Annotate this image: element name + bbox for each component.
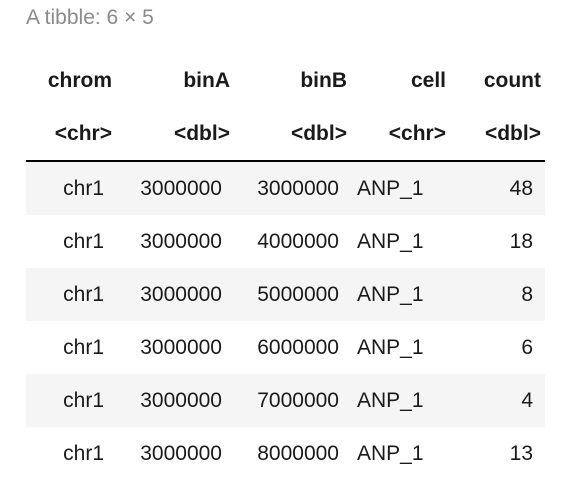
- column-header-cell: cell: [410, 68, 446, 92]
- column-header-binB: binB: [300, 68, 347, 92]
- cell-binB: 4000000: [257, 229, 339, 253]
- table-row: chr1 3000000 3000000 ANP_1 48: [26, 161, 545, 215]
- cell-binA: 3000000: [116, 374, 234, 427]
- column-type-count: <dbl>: [450, 107, 545, 162]
- cell-chrom: chr1: [26, 374, 116, 427]
- cell-chrom: chr1: [26, 268, 116, 321]
- column-type-cell: <chr>: [351, 107, 450, 162]
- cell-cell: ANP_1: [351, 268, 450, 321]
- column-header-chrom: chrom: [47, 68, 112, 92]
- cell-binA: 3000000: [116, 161, 234, 215]
- cell-count: 8: [450, 268, 545, 321]
- cell-binB: 5000000: [234, 268, 351, 321]
- cell-binB: 7000000: [234, 374, 351, 427]
- cell-count: 48: [450, 161, 545, 215]
- cell-binA: 3000000: [140, 229, 222, 253]
- cell-binA: 3000000: [140, 441, 222, 465]
- cell-chrom: chr1: [26, 161, 116, 215]
- cell-count: 18: [509, 229, 533, 253]
- cell-binB: 3000000: [234, 161, 351, 215]
- column-type-binA: <dbl>: [116, 107, 234, 162]
- cell-chrom: chr1: [63, 441, 104, 465]
- column-type-binB: <dbl>: [234, 107, 351, 162]
- cell-cell: ANP_1: [351, 161, 450, 215]
- cell-chrom: chr1: [63, 229, 104, 253]
- column-names-row: chrom binA binB cell count: [26, 54, 545, 107]
- cell-binA: 3000000: [140, 335, 222, 359]
- cell-binA: 3000000: [116, 268, 234, 321]
- cell-cell: ANP_1: [357, 229, 424, 253]
- column-type-chrom: <chr>: [26, 107, 116, 162]
- cell-count: 13: [509, 441, 533, 465]
- cell-cell: ANP_1: [351, 374, 450, 427]
- cell-count: 6: [521, 335, 533, 359]
- cell-count: 4: [450, 374, 545, 427]
- cell-cell: ANP_1: [357, 335, 424, 359]
- cell-cell: ANP_1: [357, 441, 424, 465]
- column-header-binA: binA: [183, 68, 230, 92]
- table-caption: A tibble: 6 × 5: [26, 6, 154, 29]
- table-row: chr1 3000000 5000000 ANP_1 8: [26, 268, 545, 321]
- table-row: chr1 3000000 4000000 ANP_1 18: [26, 215, 545, 268]
- column-header-count: count: [483, 68, 541, 92]
- table-row: chr1 3000000 7000000 ANP_1 4: [26, 374, 545, 427]
- cell-chrom: chr1: [63, 335, 104, 359]
- cell-binB: 8000000: [257, 441, 339, 465]
- column-types-row: <chr> <dbl> <dbl> <chr> <dbl>: [26, 107, 545, 162]
- table-row: chr1 3000000 6000000 ANP_1 6: [26, 321, 545, 374]
- cell-binB: 6000000: [257, 335, 339, 359]
- tibble-table: chrom binA binB cell count <chr> <dbl> <…: [26, 54, 545, 480]
- table-row: chr1 3000000 8000000 ANP_1 13: [26, 427, 545, 480]
